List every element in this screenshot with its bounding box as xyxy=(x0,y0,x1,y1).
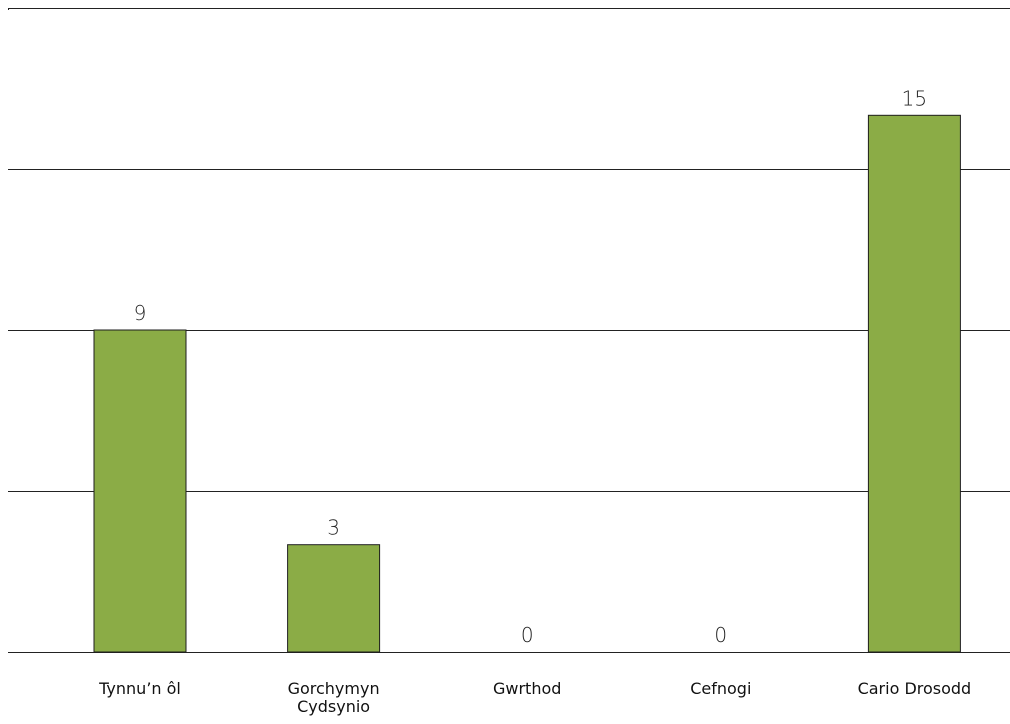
category-tick-label-line: Tynnu’n ôl xyxy=(98,679,181,698)
category-tick-label: Tynnu’n ôl xyxy=(98,679,181,698)
data-label: 15 xyxy=(902,86,927,110)
bars xyxy=(93,114,961,653)
bar xyxy=(287,544,381,653)
category-tick-label-line: Cefnogi xyxy=(690,679,751,698)
data-label: 3 xyxy=(327,516,340,540)
bar xyxy=(93,329,187,653)
category-tick-label: Cefnogi xyxy=(690,679,751,698)
category-tick-label: Gwrthod xyxy=(493,679,561,698)
data-label: 0 xyxy=(521,623,534,647)
data-label: 9 xyxy=(134,301,147,325)
category-tick-label-line: Cydsynio xyxy=(297,697,370,716)
category-tick-label: Gorchymyn Cydsynio xyxy=(288,679,380,716)
category-tick-label: Cario Drosodd xyxy=(858,679,972,698)
category-labels: Tynnu’n ôl Gorchymyn Cydsynio Gwrthod Cefnog… xyxy=(98,679,971,716)
bar xyxy=(867,114,961,653)
value-labels: 9 3 0 0 15 xyxy=(134,86,927,647)
category-tick-label-line: Gorchymyn xyxy=(288,679,380,698)
data-label: 0 xyxy=(714,623,727,647)
category-tick-label-line: Gwrthod xyxy=(493,679,561,698)
category-tick-label-line: Cario Drosodd xyxy=(858,679,972,698)
